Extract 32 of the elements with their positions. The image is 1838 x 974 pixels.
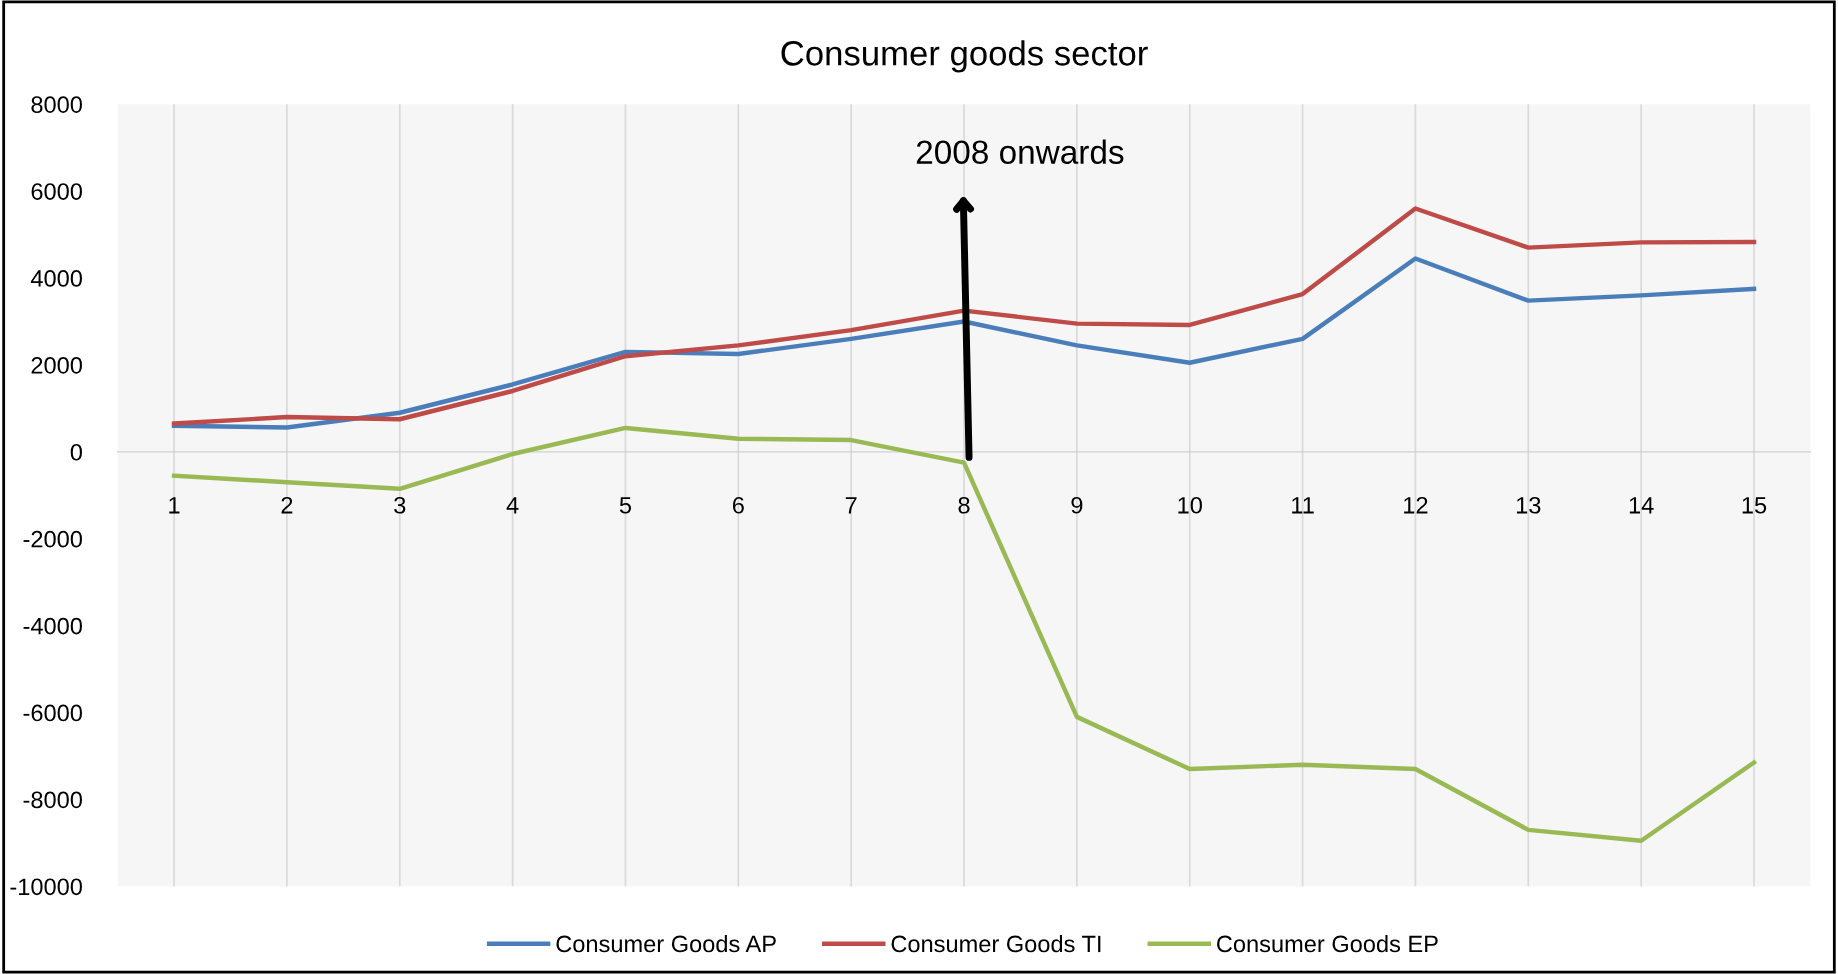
x-tick-label: 5	[619, 497, 632, 514]
x-tick-label: 7	[845, 497, 857, 514]
x-tick-label: 9	[1071, 496, 1083, 514]
x-tick-label: 14	[1629, 497, 1654, 514]
x-tick-label: 15	[1742, 497, 1767, 514]
x-tick-label: 3	[394, 496, 406, 514]
x-tick-label: 2	[281, 496, 293, 514]
y-tick-label: 8000	[31, 96, 82, 114]
y-tick-label: -10000	[10, 878, 82, 896]
line-series	[171, 256, 1757, 430]
y-tick-label: -8000	[23, 791, 82, 809]
y-tick-label: -4000	[23, 617, 82, 635]
annotation: 2008 onwards	[916, 139, 1124, 164]
y-tick-label: -2000	[23, 530, 82, 548]
y-tick-label: 0	[70, 443, 82, 461]
legend-label: Consumer Goods AP	[556, 934, 776, 953]
y-tick-label: 4000	[30, 270, 82, 287]
chart-title: Consumer goods sector	[781, 40, 1148, 73]
x-tick-label: 12	[1404, 496, 1428, 514]
x-tick-label: 6	[732, 496, 744, 514]
x-tick-label: 1	[169, 497, 180, 514]
x-tick-label: 13	[1516, 496, 1541, 514]
line-series	[171, 206, 1757, 426]
legend-label: Consumer Goods EP	[1217, 934, 1438, 953]
y-tick-label: 6000	[31, 183, 82, 200]
x-tick-label: 10	[1178, 496, 1202, 514]
legend-label: Consumer Goods TI	[891, 934, 1101, 953]
x-tick-label: 4	[506, 497, 519, 514]
y-tick-label: 2000	[31, 356, 82, 374]
y-tick-label: -6000	[23, 704, 82, 722]
x-tick-label: 11	[1292, 497, 1314, 514]
x-tick-label: 8	[958, 496, 970, 514]
